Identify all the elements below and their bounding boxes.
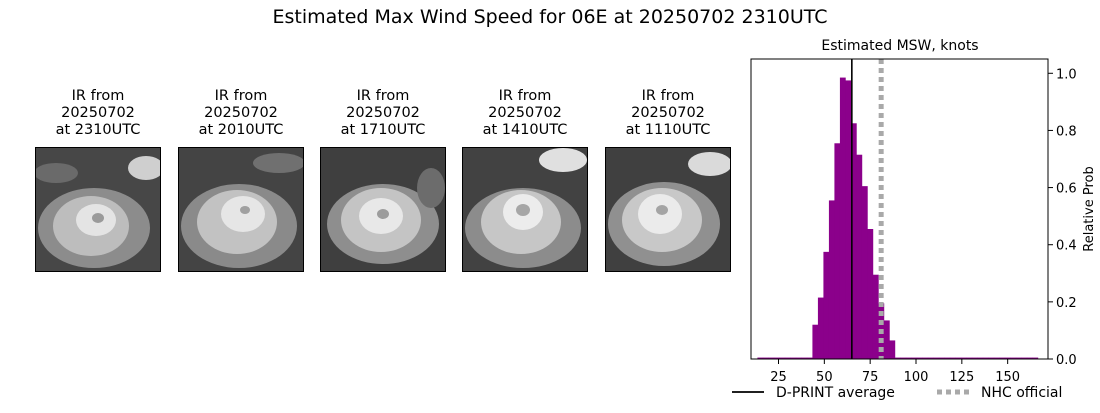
histogram-bar [757,357,764,359]
satellite-ir-image [35,147,161,272]
histogram-bar [828,200,835,359]
histogram-bar [905,357,912,359]
histogram-bar [955,357,962,359]
histogram-bar [1010,357,1017,359]
histogram-bar [988,357,995,359]
histogram-bar [768,357,775,359]
histogram-bar [933,357,940,359]
histogram-bar [823,251,830,359]
ir-panel: IR from 20250702 at 2010UTC [178,88,304,272]
x-tick-label: 150 [995,370,1020,385]
chart-axes: 25 50 75 100 125 150 0.0 0.2 0.4 0.6 0.8 1.0 Relativ… [750,58,1097,385]
x-tick-label: 125 [949,370,974,385]
ir-panel-caption: IR from 20250702 at 2010UTC [198,88,284,138]
ir-panel: IR from 20250702 at 2310UTC [35,88,161,272]
ir-panel-caption: IR from 20250702 at 1710UTC [340,88,426,138]
histogram-bar [944,357,951,359]
ir-panel: IR from 20250702 at 1110UTC [605,88,731,272]
satellite-ir-image [605,147,731,272]
plot-frame [750,58,1049,360]
histogram-bar [773,357,780,359]
legend-label: D-PRINT average [776,385,895,401]
reference-lines [851,59,884,359]
histogram-bar [993,357,1000,359]
histogram-bar [916,357,923,359]
x-tick-label: 25 [770,370,787,385]
ir-panel-caption: IR from 20250702 at 1410UTC [482,88,568,138]
histogram-bar [1004,357,1011,359]
legend-label: NHC official [981,385,1062,401]
y-tick-label: 1.0 [1056,67,1077,82]
histogram-bar [960,357,967,359]
x-tick-label: 75 [862,370,879,385]
histogram-bar [795,357,802,359]
y-tick-label: 0.6 [1056,182,1077,197]
satellite-ir-image [178,147,304,272]
histogram-bars [757,77,1039,360]
chart-legend: D-PRINT average NHC official [732,385,1062,401]
ir-panel-caption: IR from 20250702 at 2310UTC [55,88,141,138]
y-tick-label: 0.0 [1056,353,1077,368]
figure-title: Estimated Max Wind Speed for 06E at 2025… [272,6,828,28]
x-tick-label: 50 [816,370,833,385]
msw-histogram-chart: Estimated MSW, knots 25 50 75 100 125 150 0.0 0… [700,30,1100,409]
histogram-bar [922,357,929,359]
chart-title: Estimated MSW, knots [821,38,978,54]
satellite-ir-image [462,147,588,272]
histogram-bar [1015,357,1022,359]
histogram-bar [801,357,808,359]
histogram-bar [949,357,956,359]
histogram-bar [856,154,863,359]
histogram-bar [779,357,786,359]
histogram-bar [817,297,824,359]
histogram-bar [762,357,769,359]
histogram-bar [1026,357,1033,359]
histogram-bar [861,186,868,359]
histogram-bar [784,357,791,359]
histogram-bar [999,357,1006,359]
y-tick-label: 0.4 [1056,239,1077,254]
histogram-bar [839,77,846,360]
histogram-bar [867,229,874,359]
histogram-bar [911,357,918,359]
histogram-bar [1021,357,1028,359]
ir-panel-caption: IR from 20250702 at 1110UTC [625,88,711,138]
histogram-bar [850,123,857,360]
histogram-bar [806,357,813,359]
histogram-bar [812,324,819,359]
y-tick-label: 0.2 [1056,296,1077,311]
ir-panel: IR from 20250702 at 1410UTC [462,88,588,272]
histogram-bar [977,357,984,359]
histogram-bar [790,357,797,359]
histogram-bar [982,357,989,359]
histogram-bar [971,357,978,359]
histogram-bar [938,357,945,359]
satellite-ir-image [320,147,446,272]
histogram-bar [872,274,879,359]
histogram-bar [894,357,901,359]
ir-panel: IR from 20250702 at 1710UTC [320,88,446,272]
histogram-bar [845,80,852,359]
histogram-bar [900,357,907,359]
histogram-bar [883,320,890,359]
histogram-bar [966,357,973,359]
histogram-bar [927,357,934,359]
y-tick-label: 0.8 [1056,124,1077,139]
x-tick-label: 100 [904,370,929,385]
histogram-bar [1032,357,1039,359]
histogram-bar [834,143,841,359]
histogram-bar [889,340,896,359]
y-axis-label: Relative Prob [1082,166,1097,251]
